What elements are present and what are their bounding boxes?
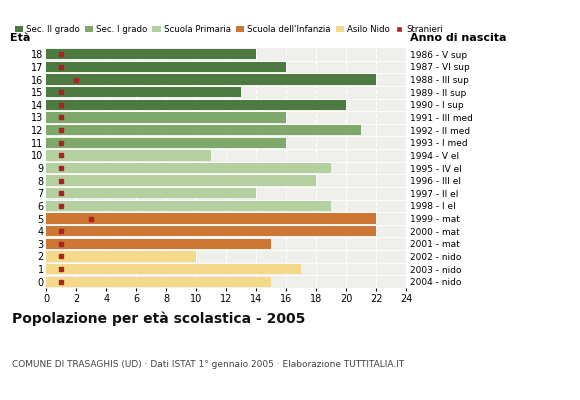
- Bar: [46, 62, 286, 72]
- Text: Popolazione per età scolastica - 2005: Popolazione per età scolastica - 2005: [12, 312, 305, 326]
- Bar: [46, 163, 331, 173]
- Bar: [46, 226, 376, 236]
- Bar: [46, 100, 346, 110]
- Legend: Sec. II grado, Sec. I grado, Scuola Primaria, Scuola dell'Infanzia, Asilo Nido, : Sec. II grado, Sec. I grado, Scuola Prim…: [14, 25, 443, 34]
- Text: Anno di nascita: Anno di nascita: [409, 33, 506, 43]
- Text: Età: Età: [10, 33, 31, 43]
- Bar: [46, 125, 361, 135]
- Bar: [46, 49, 256, 60]
- Bar: [46, 201, 331, 211]
- Bar: [46, 176, 316, 186]
- Bar: [46, 138, 286, 148]
- Text: COMUNE DI TRASAGHIS (UD) · Dati ISTAT 1° gennaio 2005 · Elaborazione TUTTITALIA.: COMUNE DI TRASAGHIS (UD) · Dati ISTAT 1°…: [12, 360, 404, 369]
- Bar: [46, 276, 271, 287]
- Bar: [46, 239, 271, 249]
- Bar: [46, 213, 376, 224]
- Bar: [46, 251, 196, 262]
- Bar: [46, 264, 301, 274]
- Bar: [46, 74, 376, 85]
- Bar: [46, 150, 211, 160]
- Bar: [46, 188, 256, 198]
- Bar: [46, 87, 241, 97]
- Bar: [46, 112, 286, 123]
